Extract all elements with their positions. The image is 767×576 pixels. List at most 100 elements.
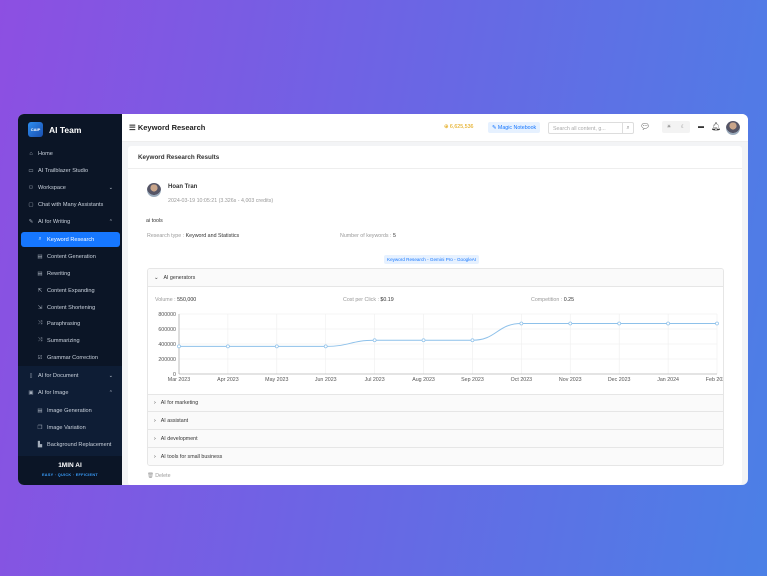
accordion-header[interactable]: › AI development [148,430,723,448]
file-icon: ▤ [37,407,43,414]
data-point [666,321,670,326]
chevron-right-icon: › [154,435,156,442]
data-point [274,344,279,349]
file-icon: ▤ [37,253,43,260]
sidebar-item[interactable]: ▙ Background Replacement [21,437,120,452]
accordion-header[interactable]: › AI assistant [148,412,723,430]
sidebar-item[interactable]: ⌕ Keyword Research [21,232,120,247]
data-point [421,338,426,343]
brand[interactable]: CAIP AI Team [28,122,81,137]
prompt-text: ai tools [146,218,163,224]
sidebar-item[interactable]: ☑ Grammar Correction [21,350,120,365]
sidebar-item[interactable]: ▯ AI for Document ⌄ [21,368,120,383]
menu-icon[interactable]: ☰ [129,123,138,132]
num-keywords: Number of keywords : 5 [340,233,396,239]
sidebar-item[interactable]: ▭ AI Trailblazer Studio [21,163,120,178]
sidebar-item[interactable]: ⤨ Paraphrasing [21,316,120,331]
sidebar-item[interactable]: ⤨ Summarizing [21,333,120,348]
sidebar-item-label: Content Expanding [47,287,95,294]
check-icon: ☑ [37,354,43,361]
x-tick-label: Sep 2023 [461,377,484,383]
sidebar-item[interactable]: ⇲ Content Shortening [21,300,120,315]
results-card: Keyword Research Results Hoan Tran 2024-… [128,146,742,485]
chevron-icon: ⌃ [108,389,113,396]
x-tick-label: Feb 2024 [706,377,724,383]
copy-icon: ❐ [37,424,43,431]
sidebar-item[interactable]: ❐ Image Variation [21,420,120,435]
volume-chart: 0 200000 400000 600000 800000 Mar 2023 Apr 202… [158,312,724,383]
sidebar-item[interactable]: ⌂ Home [21,146,120,161]
competition-value: 0.25 [563,297,575,303]
sidebar-item[interactable]: ▤ Rewriting [21,266,120,281]
magic-notebook-button[interactable]: ✎ Magic Notebook [488,122,541,133]
theme-toggle[interactable]: ☀ ☾ [662,121,690,133]
user-avatar [147,183,161,197]
sidebar: CAIP AI Team ⌂ Home ▭ AI Trailblazer Studio ⚇… [18,114,122,485]
sidebar-item-label: Chat with Many Assistants [38,201,104,208]
search-icon[interactable]: ⌕ [622,123,633,133]
chevron-right-icon: › [154,400,156,406]
x-tick-label: Apr 2023 [217,377,239,383]
data-point [470,338,475,343]
sidebar-item-label: Image Generation [47,407,92,414]
chevron-right-icon: › [154,417,156,424]
sidebar-item[interactable]: ▣ AI for Image ⌃ [21,385,120,400]
document-icon: ▯ [29,372,33,379]
card-title: Keyword Research Results [138,154,220,161]
sidebar-item[interactable]: ⚇ Workspace ⌄ [21,180,120,195]
sidebar-item-label: Content Shortening [47,304,96,311]
search-input[interactable]: Search all content, g... ⌕ [548,122,634,134]
image-icon: ▣ [28,389,34,396]
sidebar-item-label: Summarizing [47,337,80,344]
chat-icon[interactable]: 💬︎ [640,122,651,131]
chevron-icon: ⌄ [108,372,113,379]
sidebar-item-label: Home [38,150,53,157]
sidebar-item-label: AI for Writing [38,218,71,225]
x-tick-label: Jan 2024 [657,377,679,383]
x-tick-label: Dec 2023 [608,377,631,383]
result-meta: 2024-03-19 10:05:21 (3.326s - 4,003 cred… [168,198,274,204]
sidebar-item-label: AI for Image [38,389,69,396]
accordion-header-ai-generators[interactable]: ⌄ AI generators [148,269,723,287]
file-icon: ▤ [37,270,43,277]
model-badge: Keyword Research - Gemini Pro - GoogleAI [384,255,480,264]
shrink-icon: ⇲ [37,304,43,311]
sidebar-item[interactable]: ✎ AI for Writing ⌃ [21,214,120,229]
y-tick-label: 0 [173,372,176,378]
accordion-header[interactable]: › AI for marketing [148,394,723,412]
brand-logo: CAIP [28,122,43,137]
sidebar-item[interactable]: ⇱ Content Expanding [21,283,120,298]
sidebar-item-label: Background Replacement [47,441,112,448]
x-tick-label: May 2023 [265,377,288,383]
data-point [323,344,328,349]
delete-button[interactable]: 🗑︎ Delete [147,473,171,479]
x-tick-label: Oct 2023 [511,377,533,383]
search-icon: ⌕ [38,236,42,242]
arrows-icon: ⤨ [37,320,43,326]
x-tick-label: Aug 2023 [412,377,435,383]
bell-icon[interactable]: 🔔︎ [711,122,722,131]
x-tick-label: Jun 2023 [315,377,337,383]
sidebar-item[interactable]: ▤ Image Generation [21,403,120,418]
sidebar-item-label: Paraphrasing [47,320,81,327]
app-window: CAIP AI Team ⌂ Home ▭ AI Trailblazer Studio ⚇… [18,114,748,485]
accordion-header[interactable]: › AI tools for small business [148,448,723,465]
data-point [177,344,181,349]
footer-logo: 1MIN AI EASY · QUICK · EFFICIENT [41,462,99,477]
expand-icon: ⇱ [37,287,43,294]
trash-icon: 🗑︎ [147,473,154,479]
sidebar-item[interactable]: ▤ Content Generation [21,249,120,264]
user-name: Hoan Tran [168,184,198,190]
sidebar-item[interactable]: ▢ Chat with Many Assistants [21,197,120,212]
sidebar-item-label: Grammar Correction [47,354,98,361]
us-flag-icon[interactable]: ▬ [698,124,704,130]
data-point [617,321,622,326]
y-tick-label: 200000 [158,357,176,363]
series-line [179,323,717,347]
y-tick-label: 600000 [158,327,176,333]
volume-value: 550,000 [177,297,197,303]
research-type: Research type : Keyword and Statistics [147,233,240,239]
avatar[interactable] [726,121,740,135]
y-tick-label: 400000 [158,342,176,348]
chevron-icon: ⌃ [108,218,113,225]
